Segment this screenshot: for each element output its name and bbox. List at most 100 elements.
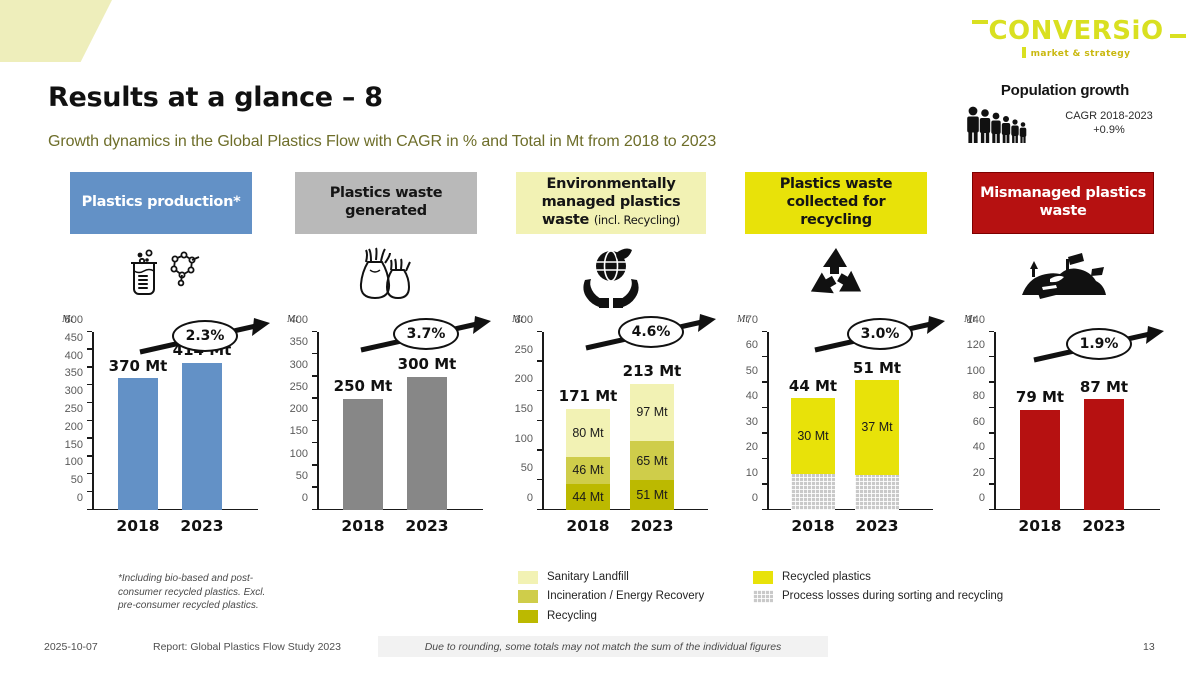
y-tick-label: 80	[972, 390, 985, 403]
legend-label: Incineration / Energy Recovery	[547, 590, 705, 603]
y-tick-label: 200	[514, 373, 533, 386]
chart-header-mismanaged-plastics-waste: Mismanaged plastics waste	[972, 172, 1154, 234]
y-axis-unit: Mt	[512, 314, 524, 325]
y-tick-label: 0	[301, 492, 308, 504]
y-axis-unit: Mt	[964, 314, 976, 325]
y-tick-label: 350	[289, 336, 308, 349]
segment-label: 97 Mt	[636, 405, 668, 420]
segment-process-losses-2018	[791, 474, 835, 510]
cagr-callout: 3.7%	[351, 316, 501, 358]
chart-mismanaged-plastics-waste: Mt 1.9% 0 20 40 60 80 100	[950, 314, 1176, 548]
y-tick-label: 140	[966, 314, 985, 326]
y-axis	[767, 332, 769, 510]
chart-collected-for-recycling: Mt 3.0% 0 10 20 30 40 50	[723, 314, 949, 548]
x-tick-label-2023: 2023	[1082, 517, 1126, 535]
y-axis-unit: Mt	[287, 314, 299, 325]
x-axis	[92, 508, 258, 510]
legend-label: Recycled plastics	[782, 571, 871, 583]
x-tick-label-2018: 2018	[116, 517, 160, 535]
chart-column-plastics-production: Plastics production*	[48, 172, 274, 548]
bar-total-label-2018: 171 Mt	[558, 386, 618, 405]
legend-item: Incineration / Energy Recovery	[518, 589, 705, 604]
population-growth-title: Population growth	[1000, 82, 1130, 99]
footer-rounding-note: Due to rounding, some totals may not mat…	[378, 636, 828, 657]
segment-recycling-2023: 51 Mt	[630, 479, 674, 510]
segment-label: 80 Mt	[572, 425, 604, 440]
y-tick-label: 70	[745, 314, 758, 326]
chart-header-collected-for-recycling: Plastics waste collected for recycling	[745, 172, 927, 234]
x-tick-label-2023: 2023	[405, 517, 449, 535]
plot-area: 0 10 20 30 40 50 60 70 30 Mt 44 Mt 2018	[746, 314, 933, 535]
bar-value-label-2018: 79 Mt	[1015, 388, 1065, 407]
y-axis	[542, 332, 544, 510]
y-tick-label: 60	[745, 339, 758, 352]
y-axis	[994, 332, 996, 510]
people-group-icon	[967, 106, 1027, 143]
cagr-value: 3.0%	[847, 318, 913, 350]
segment-label: 30 Mt	[797, 429, 829, 444]
logo-dash-right	[1170, 34, 1186, 38]
conversio-logo: CONVERSiO market & strategy	[972, 16, 1186, 76]
plot-area: 0 50 100 150 200 250 300 44 Mt 46 Mt 80 …	[515, 314, 708, 535]
icon-container	[950, 240, 1176, 314]
cagr-value: 1.9%	[1066, 328, 1132, 360]
cagr-callout: 1.9%	[1024, 326, 1174, 368]
icon-container	[48, 240, 274, 314]
footer-page-number: 13	[1143, 641, 1155, 653]
legend-item: Sanitary Landfill	[518, 570, 704, 584]
bar-value-label-2023: 300 Mt	[397, 354, 457, 373]
cagr-value: 2.3%	[172, 320, 238, 352]
legend-label: Sanitary Landfill	[547, 571, 629, 583]
chart-header-label: Plastics waste collected for recycling	[779, 176, 893, 228]
segment-process-losses-2023	[855, 474, 899, 510]
legend-swatch-recycled-plastics	[753, 571, 773, 584]
y-tick-label: 50	[295, 469, 308, 482]
y-tick-label: 0	[751, 492, 758, 504]
legend-item: Recycled plastics	[753, 570, 1003, 584]
y-tick-label: 350	[64, 367, 83, 380]
cagr-value: 3.7%	[393, 318, 459, 350]
plot-area: 0 20 40 60 80 100 120 140 79 Mt 2018 87 …	[967, 314, 1160, 535]
bar-2023	[182, 362, 222, 510]
logo-tick-icon	[1021, 47, 1026, 58]
segment-label: 44 Mt	[572, 489, 604, 504]
stacked-bar-2023: 37 Mt	[855, 380, 899, 510]
y-tick-label: 50	[520, 462, 533, 475]
charts-row: Plastics production*	[0, 172, 1200, 567]
chart-header-label: Mismanaged plastics waste	[980, 185, 1146, 219]
chart-environmentally-managed: Mt 4.6% 0 50 100 150 200 250	[498, 314, 724, 548]
chart-header-label-group: Environmentally managed plastics waste (…	[522, 176, 700, 229]
page-subtitle: Growth dynamics in the Global Plastics F…	[48, 133, 717, 150]
y-tick-label: 100	[289, 447, 308, 460]
cagr-callout: 2.3%	[130, 318, 280, 360]
segment-label: 51 Mt	[636, 487, 668, 502]
y-tick-label: 100	[514, 432, 533, 445]
chart-header-label: Plastics production*	[81, 194, 241, 211]
logo-wordmark: CONVERSiO	[988, 16, 1164, 46]
bar-2023	[1084, 399, 1124, 510]
bar-2023	[407, 376, 447, 510]
population-cagr-label: CAGR 2018-2023	[1065, 110, 1153, 123]
legend-label: Process losses during sorting and recycl…	[782, 590, 1004, 603]
chart-column-environmentally-managed: Environmentally managed plastics waste (…	[498, 172, 724, 548]
waste-bags-icon	[359, 247, 411, 300]
y-tick-label: 0	[76, 492, 83, 504]
legend-environmentally-managed: Sanitary Landfill Incineration / Energy …	[518, 570, 704, 623]
y-axis-unit: Mt	[62, 314, 74, 325]
chart-plastics-production: Mt 2.3% 0 50 100 150 200	[48, 314, 274, 548]
logo-dash-left	[972, 20, 988, 24]
population-growth-block: Population growth	[960, 82, 1170, 145]
segment-incineration-2018: 46 Mt	[566, 456, 610, 484]
chart-header-label: Plastics waste generated	[329, 185, 443, 219]
cagr-value: 4.6%	[618, 316, 684, 348]
x-tick-label-2018: 2018	[566, 517, 610, 535]
bar-2018	[343, 398, 383, 510]
segment-label: 46 Mt	[572, 463, 604, 478]
stacked-bar-2018: 30 Mt	[791, 398, 835, 510]
chart-header-label: Environmentally managed plastics waste	[541, 176, 681, 228]
y-tick-label: 250	[289, 380, 308, 393]
population-cagr-value: +0.9%	[1093, 124, 1125, 136]
bar-total-label-2023: 213 Mt	[622, 362, 682, 381]
y-tick-label: 250	[514, 343, 533, 356]
